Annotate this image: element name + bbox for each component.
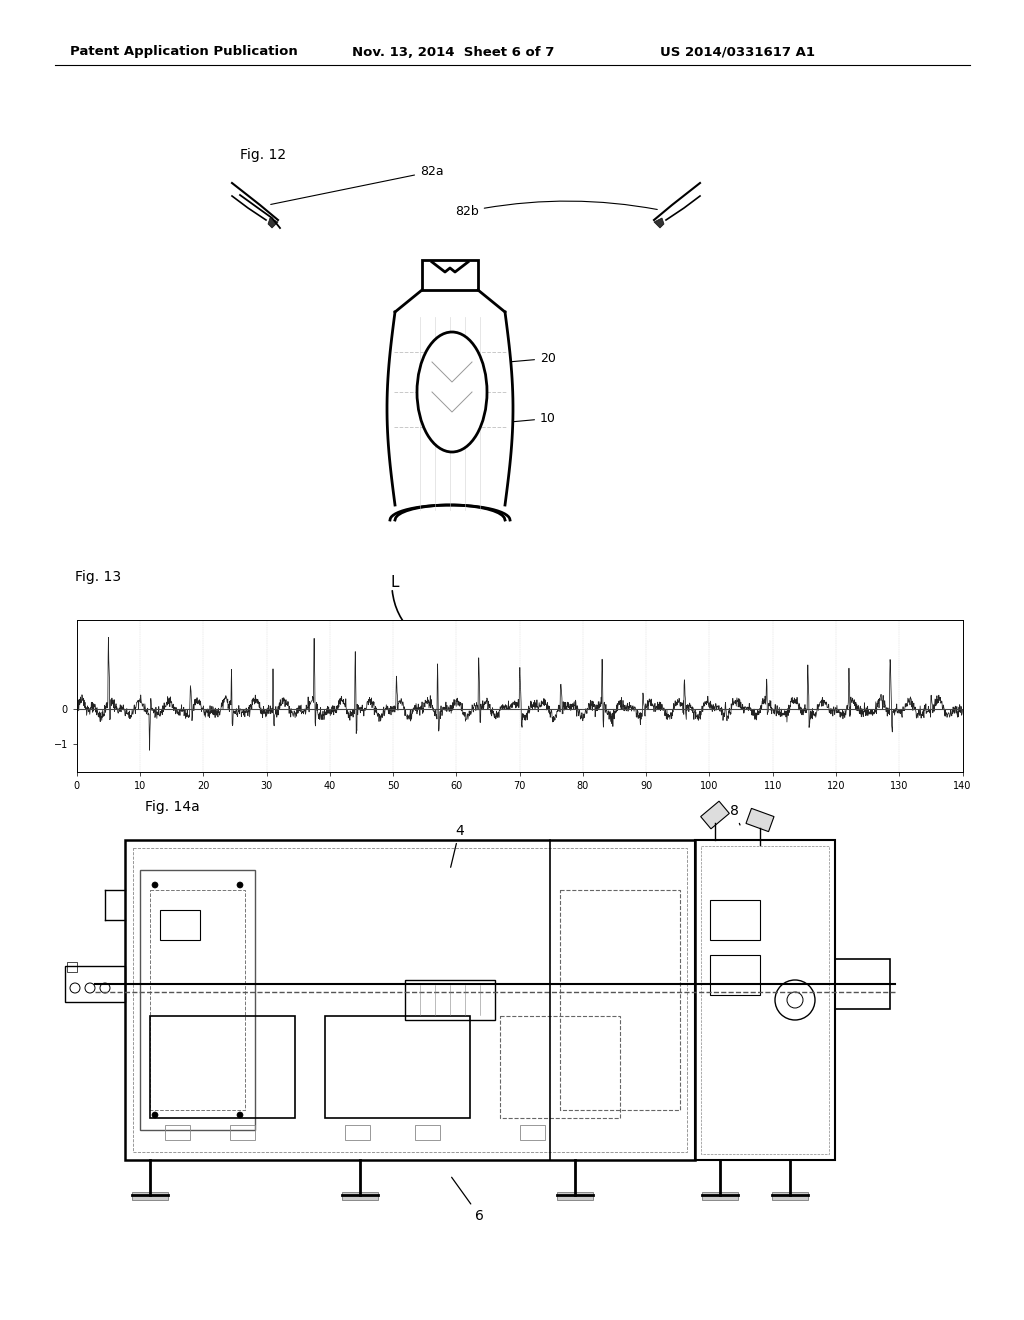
- Text: L: L: [390, 576, 398, 590]
- Bar: [133, 847, 687, 1152]
- Circle shape: [237, 1111, 243, 1118]
- Circle shape: [152, 882, 158, 888]
- Bar: [342, 1192, 378, 1200]
- Circle shape: [152, 1111, 158, 1118]
- Polygon shape: [746, 808, 774, 832]
- Text: Fig. 12: Fig. 12: [240, 148, 286, 162]
- Bar: [710, 954, 760, 995]
- Text: 8: 8: [730, 804, 740, 825]
- Text: 82a: 82a: [270, 165, 443, 205]
- Bar: [695, 840, 835, 1160]
- Text: 10: 10: [513, 412, 556, 425]
- Polygon shape: [700, 801, 729, 829]
- Circle shape: [237, 882, 243, 888]
- Bar: [415, 1125, 440, 1140]
- Bar: [422, 260, 478, 290]
- Bar: [325, 1016, 470, 1118]
- Bar: [835, 960, 890, 1008]
- Bar: [125, 840, 695, 1160]
- Text: 4: 4: [451, 824, 464, 867]
- Bar: [230, 1125, 255, 1140]
- Text: 82b: 82b: [455, 201, 657, 218]
- Bar: [520, 1125, 545, 1140]
- Bar: [165, 1125, 190, 1140]
- Ellipse shape: [417, 333, 487, 451]
- Bar: [710, 900, 760, 940]
- Bar: [560, 890, 680, 1110]
- Text: 20: 20: [511, 352, 556, 366]
- Bar: [772, 1192, 808, 1200]
- Text: Fig. 13: Fig. 13: [75, 570, 121, 583]
- Bar: [150, 890, 245, 1110]
- Polygon shape: [654, 218, 664, 228]
- Polygon shape: [268, 218, 278, 228]
- Text: US 2014/0331617 A1: US 2014/0331617 A1: [660, 45, 815, 58]
- Text: Fig. 14a: Fig. 14a: [145, 800, 200, 814]
- Bar: [150, 1016, 295, 1118]
- Text: 6: 6: [452, 1177, 484, 1224]
- Bar: [500, 1016, 620, 1118]
- Bar: [160, 909, 200, 940]
- Text: Patent Application Publication: Patent Application Publication: [70, 45, 298, 58]
- Text: Nov. 13, 2014  Sheet 6 of 7: Nov. 13, 2014 Sheet 6 of 7: [352, 45, 554, 58]
- Bar: [406, 979, 495, 1020]
- Bar: [702, 1192, 738, 1200]
- Bar: [140, 870, 255, 1130]
- Bar: [701, 846, 829, 1154]
- Bar: [132, 1192, 168, 1200]
- Bar: [557, 1192, 593, 1200]
- Bar: [67, 962, 77, 972]
- Bar: [345, 1125, 370, 1140]
- Bar: [65, 966, 125, 1002]
